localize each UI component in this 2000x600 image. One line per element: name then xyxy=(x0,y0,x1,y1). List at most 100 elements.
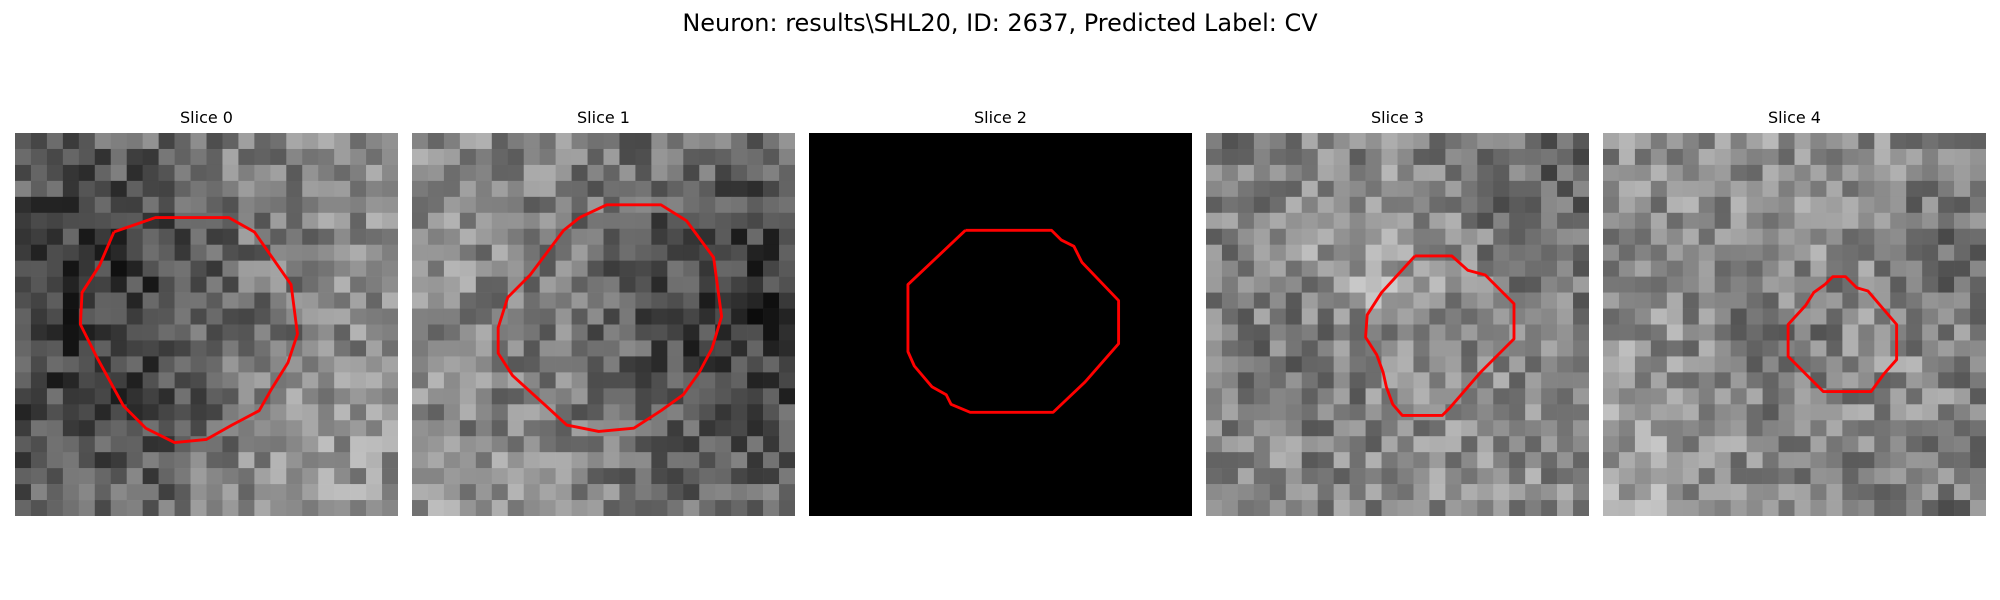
pixel xyxy=(1858,133,1874,149)
pixel xyxy=(508,181,524,197)
pixel xyxy=(1509,213,1525,229)
pixel xyxy=(715,484,731,500)
pixel xyxy=(1477,165,1493,181)
pixel xyxy=(222,165,238,181)
pixel xyxy=(318,149,334,165)
pixel xyxy=(1461,229,1477,245)
pixel xyxy=(1874,388,1890,404)
pixel xyxy=(1413,197,1429,213)
pixel xyxy=(159,468,175,484)
pixel xyxy=(63,133,79,149)
pixel xyxy=(1970,261,1986,277)
pixel xyxy=(572,261,588,277)
pixel xyxy=(1334,484,1350,500)
pixel xyxy=(302,500,318,516)
pixel xyxy=(1461,309,1477,325)
pixel xyxy=(428,245,444,261)
pixel xyxy=(460,420,476,436)
pixel xyxy=(207,468,223,484)
pixel xyxy=(1509,468,1525,484)
pixel xyxy=(47,372,63,388)
pixel xyxy=(1366,436,1382,452)
pixel xyxy=(747,181,763,197)
pixel xyxy=(1810,261,1826,277)
pixel xyxy=(318,277,334,293)
pixel xyxy=(1603,484,1619,500)
pixel xyxy=(1683,388,1699,404)
pixel xyxy=(1635,229,1651,245)
pixel xyxy=(143,261,159,277)
pixel xyxy=(1922,420,1938,436)
pixel xyxy=(556,245,572,261)
pixel xyxy=(604,340,620,356)
pixel xyxy=(1366,388,1382,404)
pixel xyxy=(1413,181,1429,197)
pixel xyxy=(1222,420,1238,436)
pixel xyxy=(127,309,143,325)
pixel xyxy=(1222,340,1238,356)
pixel xyxy=(747,325,763,341)
pixel xyxy=(1413,149,1429,165)
pixel xyxy=(1667,277,1683,293)
pixel xyxy=(1603,213,1619,229)
pixel xyxy=(143,388,159,404)
pixel xyxy=(1810,340,1826,356)
pixel xyxy=(1477,325,1493,341)
pixel xyxy=(1619,165,1635,181)
pixel xyxy=(175,468,191,484)
pixel xyxy=(1747,404,1763,420)
pixel xyxy=(382,356,398,372)
pixel xyxy=(334,325,350,341)
pixel xyxy=(191,277,207,293)
pixel xyxy=(1445,420,1461,436)
pixel xyxy=(1779,484,1795,500)
pixel xyxy=(1398,181,1414,197)
pixel xyxy=(1573,404,1589,420)
pixel xyxy=(127,229,143,245)
pixel xyxy=(667,309,683,325)
pixel xyxy=(1493,149,1509,165)
pixel xyxy=(1302,213,1318,229)
pixel xyxy=(1779,197,1795,213)
pixel xyxy=(1747,420,1763,436)
pixel xyxy=(366,133,382,149)
pixel xyxy=(508,340,524,356)
pixel xyxy=(1874,133,1890,149)
pixel xyxy=(1398,197,1414,213)
pixel xyxy=(1254,436,1270,452)
pixel xyxy=(476,309,492,325)
pixel xyxy=(763,277,779,293)
pixel xyxy=(731,356,747,372)
pixel xyxy=(143,293,159,309)
pixel xyxy=(1651,484,1667,500)
pixel xyxy=(731,340,747,356)
pixel xyxy=(572,133,588,149)
pixel xyxy=(635,356,651,372)
pixel xyxy=(1525,277,1541,293)
pixel xyxy=(1651,229,1667,245)
pixel xyxy=(1525,149,1541,165)
pixel xyxy=(683,261,699,277)
pixel xyxy=(588,293,604,309)
pixel xyxy=(1429,133,1445,149)
pixel xyxy=(1573,181,1589,197)
pixel xyxy=(1603,404,1619,420)
pixel xyxy=(1286,356,1302,372)
pixel xyxy=(428,181,444,197)
pixel xyxy=(222,309,238,325)
pixel xyxy=(207,325,223,341)
pixel xyxy=(207,484,223,500)
pixel xyxy=(1254,309,1270,325)
pixel xyxy=(667,293,683,309)
pixel xyxy=(1795,245,1811,261)
pixel xyxy=(95,277,111,293)
pixel xyxy=(412,340,428,356)
pixel xyxy=(524,165,540,181)
pixel xyxy=(604,452,620,468)
pixel xyxy=(1286,420,1302,436)
pixel xyxy=(1541,309,1557,325)
pixel xyxy=(175,325,191,341)
pixel xyxy=(382,149,398,165)
pixel xyxy=(31,325,47,341)
pixel xyxy=(747,149,763,165)
